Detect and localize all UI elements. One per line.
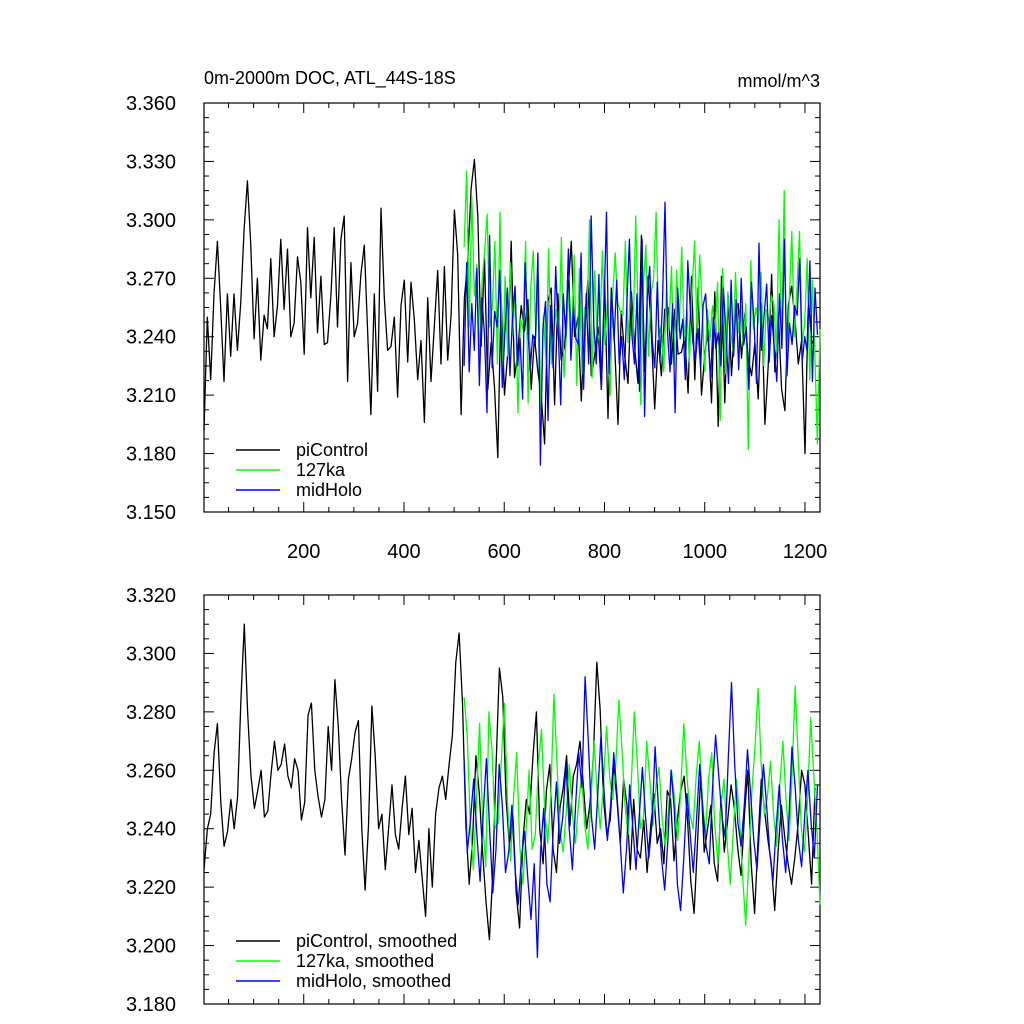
y-tick-label: 3.330 (126, 151, 176, 173)
y-tick-label: 3.260 (126, 760, 176, 782)
y-tick-label: 3.210 (126, 385, 176, 407)
x-tick-label: 1000 (682, 541, 727, 563)
top-panel: 3.150 3.180 3.210 3.240 3.270 3.300 3.330 3.360… (126, 93, 827, 563)
series-line-127ka-smoothed (463, 684, 821, 926)
top-chart-units: mmol/m^3 (738, 71, 820, 91)
x-tick-label: 200 (287, 541, 320, 563)
x-tick-label: 400 (387, 541, 420, 563)
series-line-midholo (463, 201, 819, 466)
x-tick-label: 1200 (783, 541, 828, 563)
y-tick-label: 3.360 (126, 93, 176, 115)
y-tick-label: 3.320 (126, 585, 176, 607)
x-tick-label: 600 (488, 541, 521, 563)
legend-label: midHolo (296, 480, 362, 500)
legend-label: piControl, smoothed (296, 931, 457, 951)
legend-label: midHolo, smoothed (296, 971, 451, 991)
y-tick-label: 3.220 (126, 877, 176, 899)
series-line-midholo-smoothed (463, 676, 819, 958)
top-chart-title: 0m-2000m DOC, ATL_44S-18S (204, 68, 456, 89)
y-tick-label: 3.240 (126, 819, 176, 841)
y-tick-label: 3.300 (126, 210, 176, 232)
y-tick-label: 3.280 (126, 702, 176, 724)
y-tick-label: 3.300 (126, 643, 176, 665)
series-line-127ka (463, 170, 821, 451)
bottom-panel: 3.180 3.200 3.220 3.240 3.260 3.280 3.300 3.320… (126, 585, 821, 1016)
y-tick-label: 3.150 (126, 502, 176, 524)
y-tick-label: 3.240 (126, 327, 176, 349)
y-tick-label: 3.180 (126, 444, 176, 466)
legend-label: 127ka, smoothed (296, 951, 434, 971)
y-tick-label: 3.200 (126, 936, 176, 958)
legend-label: 127ka (296, 460, 346, 480)
legend-label: piControl (296, 440, 368, 460)
x-tick-label: 800 (588, 541, 621, 563)
y-tick-label: 3.270 (126, 268, 176, 290)
y-tick-label: 3.180 (126, 994, 176, 1016)
